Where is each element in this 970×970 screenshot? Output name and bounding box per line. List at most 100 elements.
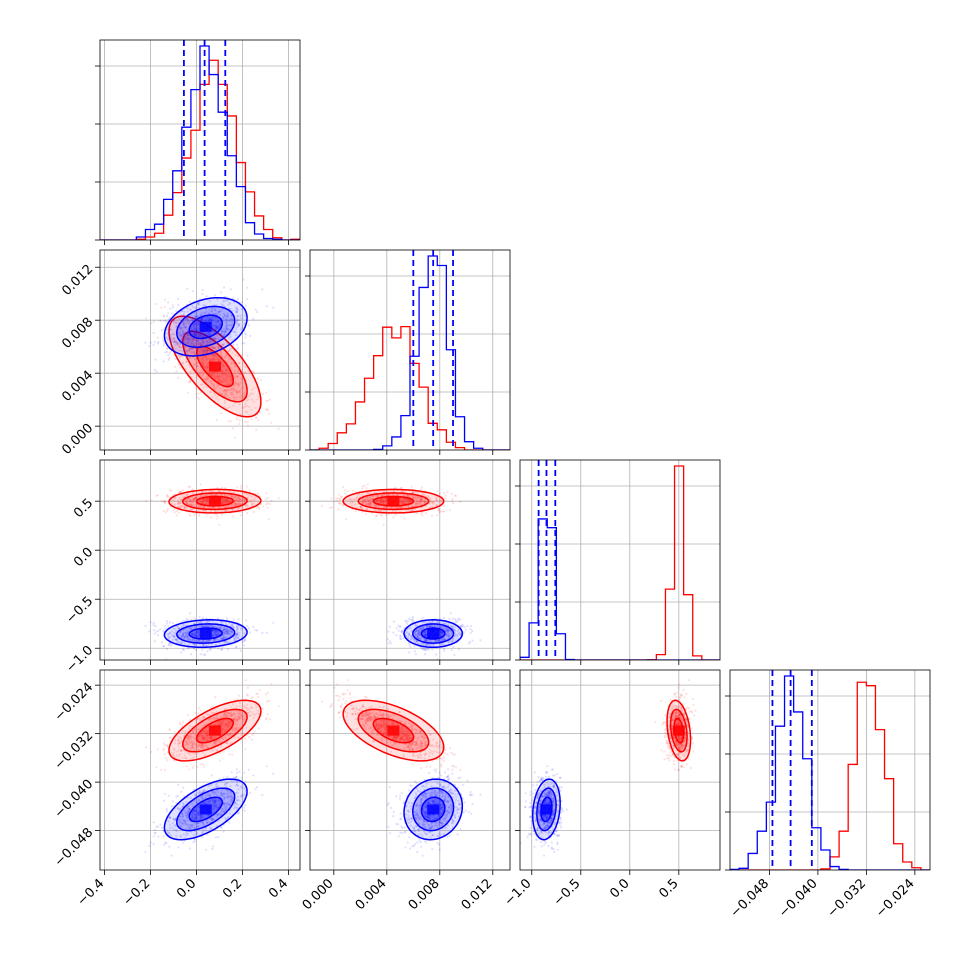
- scatter-point: [177, 500, 180, 503]
- scatter-point: [190, 342, 193, 345]
- scatter-point: [236, 629, 239, 632]
- scatter-point: [214, 328, 217, 331]
- scatter-point: [216, 633, 219, 636]
- scatter-point: [144, 341, 147, 344]
- scatter-point: [204, 343, 208, 346]
- scatter-point: [212, 630, 215, 633]
- scatter-point: [190, 632, 193, 636]
- scatter-point: [195, 509, 198, 512]
- scatter-point: [236, 316, 239, 319]
- scatter-point: [191, 350, 194, 353]
- scatter-point: [196, 322, 199, 325]
- scatter-point: [232, 618, 235, 621]
- scatter-point: [234, 389, 237, 392]
- scatter-point: [243, 342, 246, 345]
- scatter-point: [261, 707, 265, 710]
- scatter-point: [194, 496, 198, 499]
- scatter-point: [213, 629, 216, 632]
- scatter-point: [243, 322, 246, 325]
- scatter-point: [155, 766, 158, 769]
- scatter-point: [203, 319, 206, 322]
- scatter-point: [220, 344, 223, 347]
- scatter-point: [223, 631, 226, 634]
- scatter-point: [244, 505, 247, 508]
- scatter-point: [252, 626, 255, 629]
- scatter-point: [229, 302, 232, 305]
- scatter-point: [190, 340, 193, 344]
- scatter-point: [214, 393, 217, 396]
- scatter-point: [189, 627, 192, 630]
- scatter-point: [204, 334, 207, 337]
- scatter-point: [214, 324, 218, 327]
- scatter-point: [233, 496, 236, 499]
- scatter-point: [413, 645, 416, 648]
- scatter-point: [202, 616, 205, 619]
- scatter-point: [225, 370, 228, 373]
- scatter-point: [223, 399, 227, 402]
- scatter-point: [241, 405, 244, 409]
- scatter-point: [196, 332, 199, 335]
- scatter-point: [235, 323, 238, 326]
- scatter-point: [194, 497, 197, 500]
- scatter-point: [256, 377, 259, 380]
- scatter-point: [212, 323, 215, 326]
- scatter-point: [190, 628, 193, 631]
- scatter-point: [236, 415, 239, 418]
- scatter-point: [234, 635, 237, 638]
- scatter-point: [193, 363, 196, 366]
- scatter-point: [145, 317, 148, 320]
- scatter-point: [186, 318, 189, 321]
- scatter-point: [232, 389, 235, 392]
- scatter-point: [389, 640, 392, 643]
- scatter-point: [211, 310, 214, 313]
- scatter-point: [269, 502, 272, 506]
- scatter-point: [208, 372, 211, 375]
- scatter-point: [252, 317, 255, 321]
- scatter-point: [180, 635, 183, 638]
- scatter-point: [185, 636, 188, 639]
- scatter-point: [235, 503, 238, 506]
- scatter-point: [248, 736, 251, 739]
- scatter-point: [230, 644, 233, 647]
- scatter-point: [191, 339, 195, 342]
- scatter-point: [210, 337, 213, 340]
- scatter-point: [211, 625, 214, 628]
- scatter-point: [214, 326, 217, 329]
- scatter-point: [392, 516, 395, 519]
- scatter-point: [170, 644, 173, 647]
- scatter-point: [182, 496, 185, 499]
- scatter-point: [202, 342, 205, 345]
- scatter-point: [154, 625, 157, 628]
- scatter-point: [193, 617, 196, 620]
- scatter-point: [171, 502, 174, 505]
- scatter-point: [197, 634, 200, 637]
- scatter-point: [241, 396, 244, 399]
- scatter-point: [212, 359, 215, 362]
- scatter-point: [145, 499, 148, 502]
- scatter-point: [209, 333, 212, 336]
- scatter-point: [242, 639, 245, 642]
- scatter-point: [189, 370, 192, 373]
- scatter-point: [339, 502, 342, 505]
- scatter-point: [196, 630, 199, 633]
- scatter-point: [188, 485, 191, 488]
- scatter-point: [222, 299, 225, 302]
- scatter-point: [236, 321, 239, 324]
- scatter-point: [167, 312, 170, 315]
- scatter-point: [211, 625, 214, 628]
- scatter-point: [248, 413, 251, 417]
- scatter-point: [206, 502, 209, 505]
- scatter-point: [233, 499, 236, 503]
- scatter-point: [187, 332, 190, 336]
- scatter-point: [197, 639, 200, 642]
- scatter-point: [423, 648, 426, 651]
- scatter-point: [200, 502, 204, 505]
- scatter-point: [250, 738, 253, 741]
- scatter-point: [235, 502, 238, 505]
- scatter-point: [221, 373, 224, 376]
- scatter-point: [171, 332, 175, 335]
- scatter-point: [194, 386, 197, 389]
- scatter-point: [206, 625, 209, 628]
- scatter-point: [442, 491, 445, 494]
